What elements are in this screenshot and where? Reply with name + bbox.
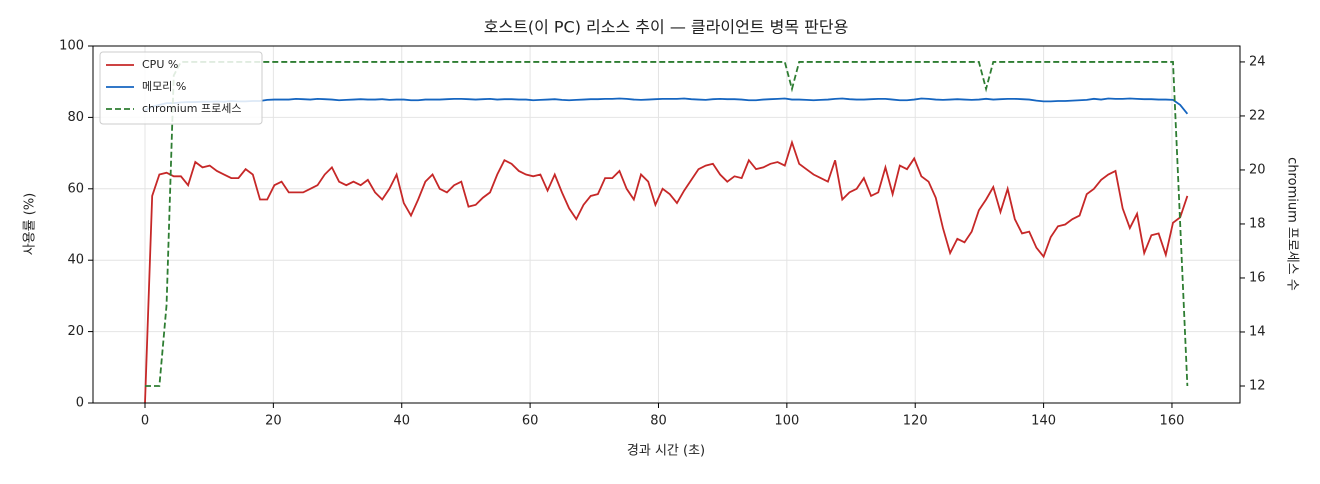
y-axis-label: 사용률 (%) <box>23 193 38 256</box>
y-tick-label: 60 <box>67 181 84 196</box>
x-tick-label: 160 <box>1160 414 1185 429</box>
y2-tick-label: 14 <box>1249 324 1266 339</box>
y2-tick-label: 12 <box>1249 378 1266 393</box>
x-tick-label: 40 <box>393 414 410 429</box>
y2-axis-label: chromium 프로세스 수 <box>1285 157 1300 291</box>
y-tick-label: 0 <box>76 396 84 411</box>
x-tick-label: 60 <box>522 414 539 429</box>
x-tick-label: 20 <box>265 414 282 429</box>
x-tick-label: 80 <box>650 414 667 429</box>
y-tick-label: 100 <box>59 39 84 54</box>
series-line <box>144 97 1189 115</box>
x-axis-label: 경과 시간 (초) <box>627 444 705 459</box>
y2-tick-label: 20 <box>1249 162 1266 177</box>
legend-box <box>99 51 263 125</box>
x-tick-label: 0 <box>141 414 149 429</box>
x-tick-label: 140 <box>1031 414 1056 429</box>
y2-tick-label: 16 <box>1249 270 1266 285</box>
legend-label: chromium 프로세스 <box>142 102 241 115</box>
x-tick-label: 100 <box>774 414 799 429</box>
y-tick-label: 80 <box>67 110 84 125</box>
plot-frame <box>92 45 1241 404</box>
legend-label: CPU % <box>142 58 178 71</box>
x-tick-label: 120 <box>903 414 928 429</box>
chart-title: 호스트(이 PC) 리소스 추이 — 클라이언트 병목 판단용 <box>484 18 849 37</box>
y2-tick-label: 24 <box>1249 54 1266 69</box>
y2-tick-label: 18 <box>1249 216 1266 231</box>
y-tick-label: 20 <box>67 324 84 339</box>
y2-tick-label: 22 <box>1249 108 1266 123</box>
y-tick-label: 40 <box>67 253 84 268</box>
legend-label: 메모리 % <box>142 80 186 93</box>
series-line <box>144 139 1189 404</box>
series-line <box>144 61 1189 387</box>
